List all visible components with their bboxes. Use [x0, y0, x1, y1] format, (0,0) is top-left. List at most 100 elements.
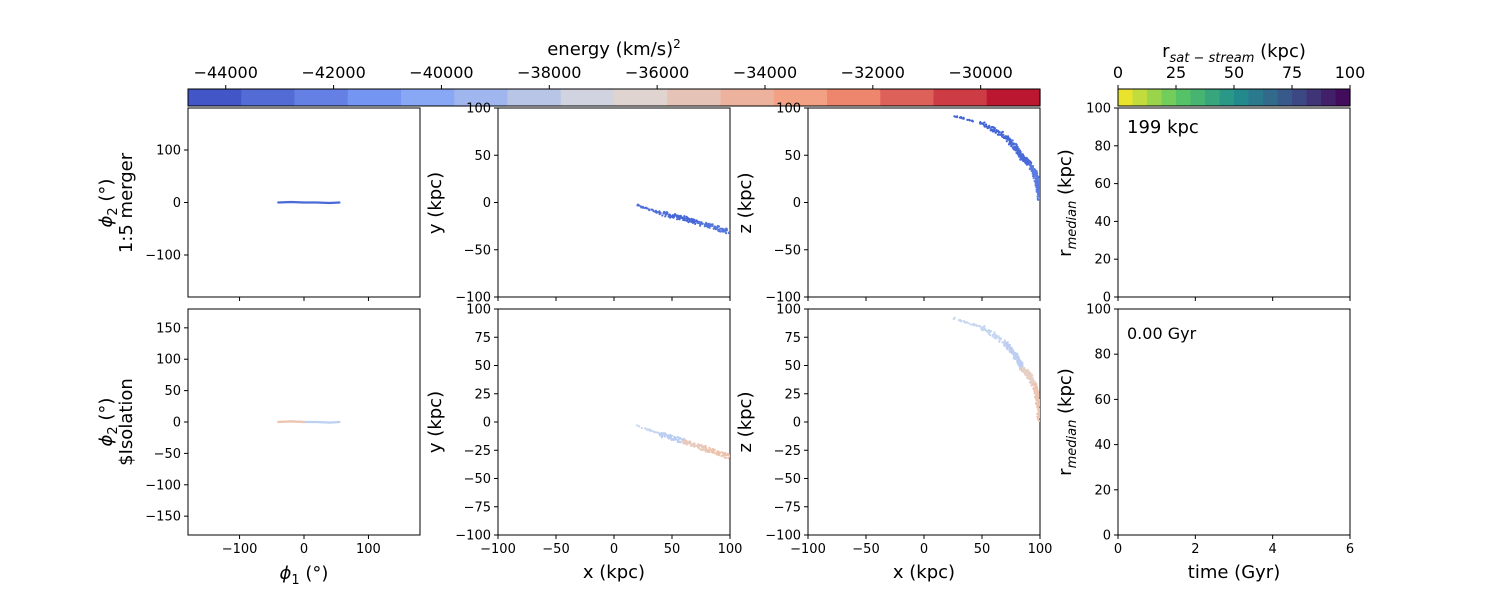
xz-panel-isolation-particles: [952, 316, 1040, 423]
energy-colorbar-swatch: [294, 89, 349, 106]
xy-panel-isolation-particle: [699, 448, 702, 451]
xy-panel-merger-particle: [698, 220, 701, 224]
energy-colorbar-tick-label: −38000: [517, 63, 581, 82]
xy-panel-merger-particle: [701, 222, 704, 225]
xz-ylabel-top: z (kpc): [735, 173, 756, 234]
xy-panel-isolation-particle: [719, 451, 722, 454]
xy-panel-isolation-ytick-label: 75: [474, 331, 491, 346]
xz-panel-merger: −100 −50 0 50 100: [765, 102, 1041, 306]
energy-colorbar-swatch: [454, 89, 509, 106]
xy-panel-merger-particle: [668, 213, 671, 217]
xy-panel-isolation-particle: [718, 454, 721, 457]
rsat-colorbar-tick-label: 25: [1166, 63, 1186, 82]
xy-panel-isolation-particle: [691, 444, 694, 447]
xz-panel-isolation-particle: [1006, 348, 1009, 351]
xy-panel-merger-particle: [648, 209, 651, 212]
xy-panel-isolation-particle: [637, 425, 641, 428]
xy-panel-isolation-particle: [644, 427, 647, 430]
xz-panel-isolation-particle: [1026, 373, 1029, 376]
xz-panel-isolation-particle: [1035, 398, 1038, 401]
xy-panel-merger-particle: [719, 230, 722, 233]
xy-panel-merger-particle: [683, 217, 686, 220]
xy-panel-merger-particle: [694, 222, 697, 225]
xy-panel-isolation-particle: [722, 453, 725, 456]
xz-panel-merger-ytick-label: −100: [765, 291, 801, 306]
rmed-panel-isolation-ytick-label: 60: [1094, 393, 1111, 408]
energy-colorbar: energy (km/s)2 −44000 −42000 −40000 −38000−…: [187, 37, 1041, 107]
rmed-panel-isolation-xtick-label: 0: [1114, 542, 1122, 557]
xy-panel-merger-particle: [698, 222, 701, 225]
energy-colorbar-swatch: [560, 89, 615, 106]
xz-panel-merger-particle: [1012, 143, 1015, 146]
time-annotation: 0.00 Gyr: [1127, 324, 1197, 343]
xz-panel-merger-particle: [1000, 132, 1003, 135]
energy-colorbar-tick-label: −44000: [194, 63, 258, 82]
xz-panel-isolation-particle: [1032, 380, 1035, 384]
xz-panel-isolation-ytick-label: 25: [784, 387, 801, 402]
energy-colorbar-tick-label: −34000: [733, 63, 797, 82]
svg-text:rmedian (kpc): rmedian (kpc): [1055, 149, 1080, 257]
xz-panel-isolation-particle: [1036, 418, 1039, 421]
xz-panel-isolation-particle: [1031, 384, 1034, 387]
xz-panel-isolation-particle: [1008, 343, 1011, 347]
rsat-colorbar-swatch: [1205, 89, 1221, 106]
xy-panel-isolation-particle: [635, 424, 639, 427]
xy-panel-isolation-particle: [698, 447, 701, 450]
xy-panel-isolation-particle: [689, 442, 693, 445]
xy-panel-isolation-particle: [725, 453, 728, 457]
xz-panel-merger-particle: [996, 133, 1000, 136]
xz-xlabel: x (kpc): [893, 562, 955, 583]
xz-panel-isolation-particle: [1037, 396, 1040, 399]
xy-panel-isolation-particle: [711, 449, 714, 452]
xz-panel-isolation-ytick-label: 50: [784, 359, 801, 374]
xy-panel-merger-particle: [686, 217, 689, 220]
xy-panel-isolation-particle: [708, 450, 711, 453]
rsat-colorbar-swatch: [1190, 89, 1206, 106]
xz-panel-isolation-particle: [1014, 354, 1017, 357]
xz-panel-isolation-xtick-label: 100: [1028, 542, 1053, 557]
xy-panel-merger-particle: [665, 213, 668, 216]
xy-xlabel: x (kpc): [583, 562, 645, 583]
xy-panel-merger-particle: [688, 218, 691, 221]
xy-panel-isolation-particle: [682, 442, 685, 445]
xz-panel-merger-particle: [1038, 182, 1040, 185]
xz-panel-merger-particles: [953, 115, 1040, 202]
xy-panel-isolation-particle: [679, 437, 682, 440]
rmed-panel-isolation-ytick-label: 100: [1086, 303, 1111, 318]
xz-panel-merger-frame: [807, 107, 1041, 298]
xz-panel-isolation-ytick-label: −25: [774, 444, 801, 459]
xy-panel-merger-particle: [700, 221, 703, 224]
xy-panel-isolation-ytick-label: −25: [464, 444, 491, 459]
energy-colorbar-swatch: [933, 89, 988, 106]
xz-panel-isolation-ytick-label: 0: [793, 416, 801, 431]
xy-panel-isolation-ytick-label: −100: [455, 529, 491, 544]
xz-panel-isolation: 100 75 50 25 0 −25 −50 −75 −100−100 −50 0 50 100: [765, 303, 1052, 558]
xz-panel-merger-particle: [1038, 185, 1040, 188]
xy-panel-isolation-particle: [663, 435, 667, 438]
rsat-colorbar-swatch: [1219, 89, 1235, 106]
xy-panel-merger: −100 −50 0 50 100: [455, 102, 731, 306]
xz-panel-merger-particle: [1031, 165, 1034, 168]
xz-panel-isolation-ytick-label: 100: [776, 303, 801, 318]
distance-annotation: 199 kpc: [1127, 117, 1199, 138]
xz-panel-isolation-particle: [1007, 345, 1011, 348]
xz-panel-isolation-particle: [1035, 383, 1038, 386]
rsat-colorbar-swatch: [1132, 89, 1148, 106]
xz-panel-merger-particle: [995, 129, 998, 132]
xy-panel-merger-particle: [699, 224, 702, 227]
xy-panel-isolation: 100 75 50 25 0 −25 −50 −75 −100−100 −50 0 50 100: [455, 303, 742, 558]
rsat-colorbar-tick-label: 75: [1282, 63, 1302, 82]
xz-panel-merger-particle: [986, 126, 989, 129]
xz-panel-merger-particle: [1027, 162, 1030, 165]
xz-panel-merger-particle: [1037, 175, 1040, 179]
rsat-colorbar-swatch: [1234, 89, 1250, 106]
xy-panel-merger-particle: [720, 227, 723, 230]
xy-panel-isolation-particle: [704, 446, 707, 449]
xy-panel-isolation-frame: [497, 308, 731, 536]
xz-panel-merger-particle: [959, 116, 962, 119]
xz-panel-merger-particle: [1010, 145, 1013, 148]
xz-panel-merger-particle: [1026, 159, 1029, 162]
rsat-colorbar-swatch: [1161, 89, 1177, 106]
sky-panel-isolation-ytick-label: 50: [164, 384, 181, 399]
xz-panel-isolation-particle: [988, 331, 991, 334]
